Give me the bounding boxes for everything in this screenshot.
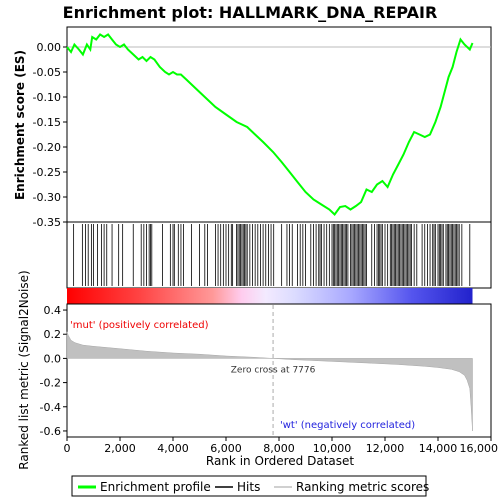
x-tick-label: 14,000 xyxy=(419,442,458,455)
negative-correlation-label: 'wt' (negatively correlated) xyxy=(280,420,415,431)
es-y-tick-label: -0.25 xyxy=(33,166,61,179)
x-axis-ticks: 0 2,000 4,000 6,000 8,000 10,000 12,000 14,000 1… xyxy=(64,437,499,455)
metric-y-axis-label: Ranked list metric (Signal2Noise) xyxy=(17,270,31,469)
es-y-axis-label: Enrichment score (ES) xyxy=(13,50,27,200)
es-y-tick-label: -0.35 xyxy=(33,216,61,229)
x-tick-label: 10,000 xyxy=(313,442,352,455)
metric-y-tick-label: 0.0 xyxy=(44,352,62,365)
es-y-tick-label: -0.05 xyxy=(33,66,61,79)
legend-label-ranking-metric: Ranking metric scores xyxy=(296,480,429,494)
legend: Enrichment profile Hits Ranking metric s… xyxy=(71,475,429,497)
es-y-tick-label: -0.30 xyxy=(33,191,61,204)
es-panel: 0.00 -0.05 -0.10 -0.15 -0.20 -0.25 -0.30 -0.35 xyxy=(33,26,492,229)
hits-panel-frame xyxy=(66,221,492,289)
x-axis-label: Rank in Ordered Dataset xyxy=(206,454,354,468)
metric-y-tick-label: -0.6 xyxy=(40,425,61,438)
hits-panel xyxy=(66,221,492,289)
metric-y-ticks: 0.4 0.2 0.0 -0.2 -0.4 -0.6 xyxy=(40,304,67,438)
hit-lines xyxy=(73,224,471,286)
es-panel-frame xyxy=(66,26,492,223)
zero-cross-label: Zero cross at 7776 xyxy=(231,365,316,375)
chart-title: Enrichment plot: HALLMARK_DNA_REPAIR xyxy=(63,3,438,22)
es-y-ticks: 0.00 -0.05 -0.10 -0.15 -0.20 -0.25 -0.30 -0.35 xyxy=(33,41,67,229)
es-y-tick-label: -0.10 xyxy=(33,91,61,104)
x-tick-label: 6,000 xyxy=(210,442,242,455)
es-y-tick-label: -0.15 xyxy=(33,116,61,129)
es-y-tick-label: 0.00 xyxy=(37,41,62,54)
x-tick-label: 2,000 xyxy=(104,442,136,455)
enrichment-profile-line xyxy=(66,33,474,217)
x-tick-label: 8,000 xyxy=(263,442,295,455)
metric-panel: 0.4 0.2 0.0 -0.2 -0.4 -0.6 Zero cross at 7776… xyxy=(40,303,492,438)
metric-y-tick-label: 0.4 xyxy=(44,304,62,317)
legend-label-hits: Hits xyxy=(237,480,260,494)
metric-panel-frame xyxy=(66,303,492,438)
x-tick-label: 0 xyxy=(64,442,71,455)
metric-y-tick-label: 0.2 xyxy=(44,328,62,341)
metric-y-tick-label: -0.2 xyxy=(40,377,61,390)
x-tick-label: 12,000 xyxy=(366,442,405,455)
rank-color-bar xyxy=(67,288,473,304)
positive-correlation-label: 'mut' (positively correlated) xyxy=(70,320,209,331)
ranking-metric-area xyxy=(66,331,473,432)
legend-label-enrichment-profile: Enrichment profile xyxy=(100,480,211,494)
metric-y-tick-label: -0.4 xyxy=(40,401,61,414)
es-y-tick-label: -0.20 xyxy=(33,141,61,154)
legend-frame xyxy=(71,475,427,497)
x-tick-label: 4,000 xyxy=(157,442,189,455)
x-tick-label: 16,000 xyxy=(460,442,499,455)
